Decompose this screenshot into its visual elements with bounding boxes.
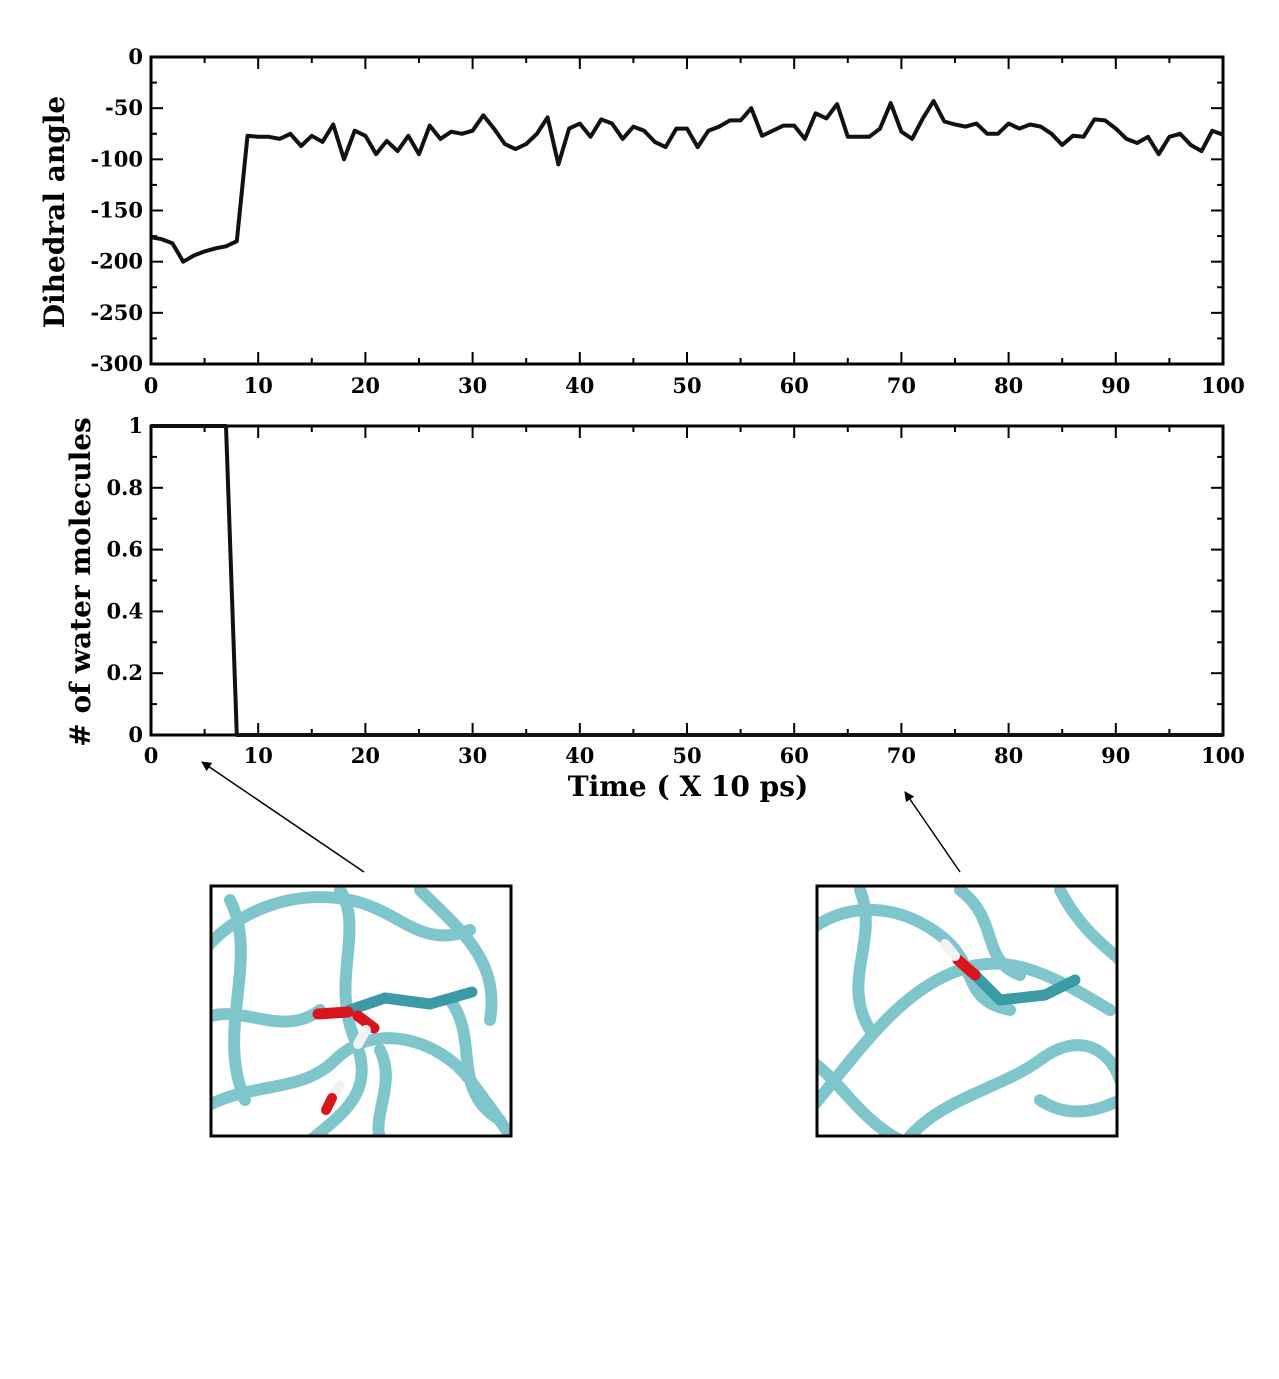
dihedral-angle-chart: 0 10 20 30 40 50 60 70 80 90 100 0 -50 -100 -150 -200 -… (38, 44, 1245, 398)
x-tick-label: 60 (780, 373, 809, 398)
y-tick-label: 0.8 (106, 475, 143, 500)
x-tick-label: 30 (458, 743, 487, 768)
x-tick-labels: 0 10 20 30 40 50 60 70 80 90 100 (144, 373, 1245, 398)
y-axis-label: Dihedral angle (38, 96, 71, 328)
x-tick-label: 30 (458, 373, 487, 398)
plot-frame (149, 55, 1225, 366)
x-tick-label: 70 (887, 373, 916, 398)
y-axis-label: # of water molecules (64, 417, 97, 747)
x-tick-label: 40 (565, 743, 594, 768)
x-tick-labels: 0 10 20 30 40 50 60 70 80 90 100 (144, 743, 1245, 768)
x-tick-label: 50 (672, 743, 701, 768)
y-tick-label: 0 (128, 44, 143, 69)
y-tick-label: -250 (90, 300, 143, 325)
arrow-to-later (904, 791, 961, 873)
y-tick-label: -300 (90, 351, 143, 376)
plot-frame (149, 424, 1225, 737)
molecular-snapshot-without-water-icon (815, 884, 1119, 1138)
y-tick-label: -150 (90, 198, 143, 223)
y-tick-labels: 0 0.2 0.4 0.6 0.8 1 (106, 413, 143, 747)
x-axis-label: Time ( X 10 ps) (568, 770, 808, 803)
x-tick-label: 60 (780, 743, 809, 768)
x-tick-label: 20 (351, 743, 380, 768)
x-tick-label: 10 (244, 373, 273, 398)
x-tick-label: 50 (672, 373, 701, 398)
water-molecules-chart: 0 10 20 30 40 50 60 70 80 90 100 0 0.2 0.4 0.6 0.8 1 # … (64, 413, 1245, 803)
y-tick-label: -100 (90, 146, 143, 171)
x-tick-label: 10 (244, 743, 273, 768)
axis-ticks (150, 425, 1224, 736)
y-tick-label: 0.6 (106, 537, 143, 562)
y-tick-label: 1 (128, 413, 143, 438)
x-tick-label: 80 (994, 743, 1023, 768)
series-line-dihedral-angle (150, 99, 1224, 264)
x-tick-label: 90 (1101, 743, 1130, 768)
x-tick-label: 100 (1201, 373, 1245, 398)
x-tick-label: 100 (1201, 743, 1245, 768)
y-tick-label: 0.4 (106, 598, 143, 623)
molecular-snapshot-with-water-icon (209, 884, 513, 1138)
x-tick-label: 80 (994, 373, 1023, 398)
x-tick-label: 0 (144, 373, 159, 398)
x-tick-label: 0 (144, 743, 159, 768)
arrow-to-start (201, 761, 365, 873)
y-tick-label: 0 (128, 722, 143, 747)
axis-ticks (150, 56, 1224, 365)
y-tick-label: -200 (90, 249, 143, 274)
y-tick-label: 0.2 (106, 660, 143, 685)
x-tick-label: 90 (1101, 373, 1130, 398)
y-tick-label: -50 (105, 95, 143, 120)
x-tick-label: 70 (887, 743, 916, 768)
series-line-water-molecules (151, 424, 1223, 737)
x-tick-label: 20 (351, 373, 380, 398)
y-tick-labels: 0 -50 -100 -150 -200 -250 -300 (90, 44, 143, 376)
x-tick-label: 40 (565, 373, 594, 398)
